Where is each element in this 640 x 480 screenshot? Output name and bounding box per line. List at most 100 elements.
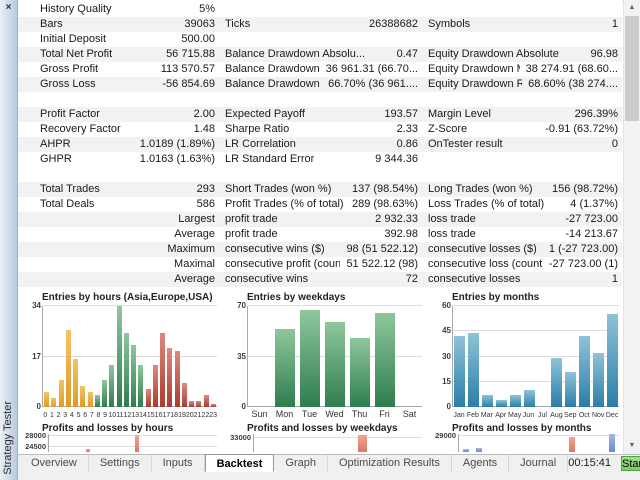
chart-plot-area: 24500 28000	[25, 431, 217, 452]
panel-side-strip: × Strategy Tester	[0, 0, 18, 480]
metric-value: 38 274.91 (68.60...	[525, 63, 618, 75]
bar-5	[85, 449, 90, 452]
bar-Sep	[565, 371, 577, 407]
tab-strip: Overview Settings Inputs Backtest Graph Optim…	[18, 454, 569, 472]
axis-category-label: Aug	[550, 412, 563, 419]
metric-label: Equity Drawdown Relative	[428, 78, 523, 90]
metric-label: AHPR	[40, 138, 71, 150]
report-gap-row	[18, 92, 622, 107]
bar-11	[123, 332, 129, 407]
report-row: Total Deals 586 Profit Trades (% of total)…	[18, 197, 622, 212]
bar-Wed	[325, 321, 345, 407]
metric-label: LR Correlation	[225, 138, 296, 150]
metric-label: consecutive profit (count)	[225, 258, 341, 270]
axis-category-label: 14	[139, 412, 147, 419]
axis-tick-label: 70	[237, 301, 246, 310]
axis-category-label: 16	[154, 412, 163, 419]
axis-tick-label: 0	[36, 402, 41, 411]
axis-category-label: Dec	[605, 412, 619, 419]
metric-label: Initial Deposit	[40, 33, 107, 45]
start-button[interactable]: Start	[621, 456, 640, 471]
panel-title: Strategy Tester	[2, 401, 14, 475]
bar-Feb	[476, 447, 482, 452]
axis-category-label: Thu	[351, 409, 368, 419]
metric-value: 1.48	[193, 123, 215, 135]
axis-tick-label: 35	[237, 351, 246, 361]
axis-category-label: Oct	[578, 412, 590, 419]
chart-plot-area: 29000	[435, 431, 619, 452]
bar-8	[102, 380, 108, 407]
metric-value: 1 (-27 723.00)	[548, 243, 618, 255]
tab-journal[interactable]: Journal	[509, 455, 569, 472]
axis-category-label: Mon	[275, 409, 294, 419]
axis-category-label: Jul	[538, 412, 547, 419]
bar-12	[131, 344, 137, 407]
tab-graph[interactable]: Graph	[274, 455, 328, 472]
axis-category-label: 15	[146, 412, 155, 419]
axis-category-label: Wed	[325, 409, 344, 419]
metric-value: Maximal	[174, 258, 215, 270]
bar-Dec	[606, 314, 618, 407]
axis-category-label: Sat	[402, 409, 417, 419]
axis-tick-label: 45	[442, 326, 451, 336]
metric-value: 2 932.33	[375, 213, 418, 225]
metric-value: 137 (98.54%)	[351, 183, 418, 195]
metric-label: Total Net Profit	[40, 48, 113, 60]
tab-inputs[interactable]: Inputs	[152, 455, 205, 472]
report-row: AHPR 1.0189 (1.89%) LR Correlation 0.86 OnTe…	[18, 137, 622, 152]
bar-Jan	[462, 449, 469, 452]
axis-category-label: Apr	[495, 412, 507, 419]
axis-category-label: 11	[116, 412, 124, 419]
metric-value: -27 723.00 (1)	[548, 258, 618, 270]
axis-tick-label: 60	[442, 301, 451, 310]
window-bottom-edge	[18, 472, 640, 480]
bar-Apr	[495, 400, 507, 407]
bar-Mon	[275, 329, 296, 407]
bar-Fri	[374, 313, 395, 407]
tab-backtest[interactable]: Backtest	[204, 454, 275, 472]
metric-label: Z-Score	[428, 123, 468, 135]
metric-value: 293	[196, 183, 215, 195]
bar-13	[138, 365, 144, 407]
tester-tab-bar: Overview Settings Inputs Backtest Graph Optim…	[18, 454, 640, 480]
chart-plot-area: 0 35 70	[237, 301, 422, 411]
metric-value: 68.60% (38 274....	[528, 78, 618, 90]
axis-category-label: 23	[209, 412, 218, 419]
axis-category-label: 1	[50, 412, 54, 419]
metric-label: Loss Trades (% of total)	[428, 198, 545, 210]
bar-0	[44, 392, 50, 407]
axis-category-label: 20	[185, 412, 194, 419]
axis-tick-label: 34	[32, 301, 41, 310]
chart-pl-by-months: Profits and losses by months 29000	[432, 422, 622, 452]
report-row: Average profit trade 392.98 loss trade -14 2…	[18, 227, 622, 242]
metric-label: Balance Drawdown Relative	[225, 78, 322, 90]
metric-value: 2.33	[396, 123, 418, 135]
metric-label: consecutive losses	[428, 273, 521, 285]
bar-2	[58, 380, 64, 407]
chart-title: Profits and losses by months	[452, 423, 592, 434]
metric-value: 0	[611, 138, 618, 150]
axis-category-label: 8	[96, 412, 101, 419]
report-row: GHPR 1.0163 (1.63%) LR Standard Error 9 344…	[18, 152, 622, 167]
vertical-scrollbar[interactable]: ▲ ▼	[623, 0, 640, 454]
scroll-up-icon[interactable]: ▲	[628, 4, 636, 11]
metric-value: -0.91 (63.72%)	[545, 123, 618, 135]
metric-label: consecutive loss (count)	[428, 258, 543, 270]
tab-optimization-results[interactable]: Optimization Results	[328, 455, 452, 472]
close-icon[interactable]: ×	[5, 2, 12, 13]
metric-value: -14 213.67	[565, 228, 618, 240]
scrollbar-thumb[interactable]	[625, 16, 639, 121]
metric-label: Long Trades (won %)	[428, 183, 533, 195]
scroll-down-icon[interactable]: ▼	[628, 442, 636, 449]
axis-category-label: 13	[131, 412, 140, 419]
bar-23	[210, 404, 216, 407]
tab-overview[interactable]: Overview	[20, 455, 89, 472]
metric-value: 56 715.88	[166, 48, 215, 60]
axis-tick-label: 17	[32, 351, 41, 361]
metric-value: 0.47	[396, 48, 418, 60]
tab-settings[interactable]: Settings	[89, 455, 152, 472]
metric-value: -27 723.00	[565, 213, 618, 225]
axis-category-label: Feb	[466, 412, 479, 419]
tab-agents[interactable]: Agents	[452, 455, 510, 472]
